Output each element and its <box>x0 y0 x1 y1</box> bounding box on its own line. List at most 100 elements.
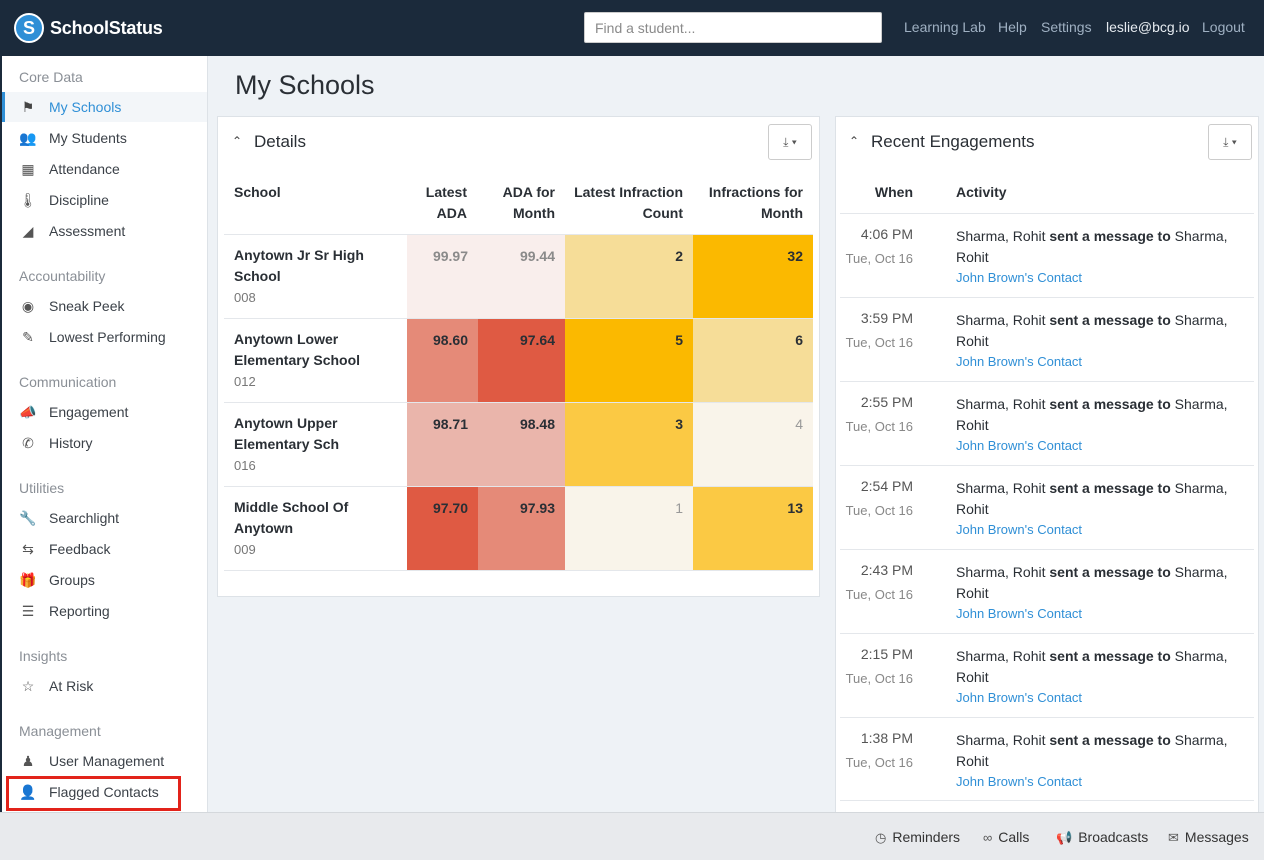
cell-latest-infraction: 1 <box>565 487 693 570</box>
collapse-details-icon[interactable]: ⌃ <box>232 134 243 148</box>
wrench-icon: 🔧 <box>19 509 37 526</box>
col-header-school[interactable]: School <box>234 184 281 200</box>
sidebar-item-history[interactable]: ✆ History <box>2 428 207 458</box>
sidebar-item-label: Assessment <box>49 223 126 239</box>
user-x-icon: 👤 <box>19 783 37 800</box>
clock-icon: ◷ <box>875 830 887 845</box>
school-name[interactable]: Anytown Upper Elementary Sch <box>234 415 340 452</box>
sidebar-item-my-schools[interactable]: ⚑ My Schools <box>2 92 207 122</box>
col-header-ada-month[interactable]: ADA for Month <box>478 182 555 224</box>
broadcasts-button[interactable]: 📢 Broadcasts <box>1056 829 1148 846</box>
details-download-button[interactable]: ⤓ ▾ <box>768 124 812 160</box>
sidebar-item-assessment[interactable]: ◢ Assessment <box>2 216 207 246</box>
cell-latest-ada: 99.97 <box>407 235 478 319</box>
engagement-activity: Sharma, Rohit sent a message to Sharma, … <box>956 730 1236 772</box>
action: sent a message to <box>1049 480 1171 496</box>
sidebar-item-label: My Students <box>49 130 127 146</box>
thermometer-icon: 🌡 <box>19 191 37 208</box>
engagement-time: 3:59 PM <box>860 310 913 326</box>
sidebar-item-discipline[interactable]: 🌡 Discipline <box>2 185 207 215</box>
cell-latest-ada: 97.70 <box>407 487 478 570</box>
engagements-panel <box>835 116 1259 812</box>
contact-link[interactable]: John Brown's Contact <box>956 774 1083 789</box>
section-management: Management <box>19 723 101 739</box>
engagement-date: Tue, Oct 16 <box>845 587 913 602</box>
collapse-engagements-icon[interactable]: ⌃ <box>849 134 860 148</box>
sidebar-item-label: Flagged Contacts <box>49 784 159 800</box>
contact-link[interactable]: John Brown's Contact <box>956 690 1083 705</box>
cell-ada-month: 97.64 <box>478 319 565 403</box>
contact-link[interactable]: John Brown's Contact <box>956 522 1083 537</box>
contact-link[interactable]: John Brown's Contact <box>956 438 1083 453</box>
sidebar-item-lowest-performing[interactable]: ✎ Lowest Performing <box>2 322 207 352</box>
cell-latest-infraction: 5 <box>565 319 693 403</box>
pencil-icon: ✎ <box>22 328 34 345</box>
sidebar-item-user-management[interactable]: ♟ User Management <box>2 746 207 776</box>
header-line: Latest Infraction <box>574 184 683 200</box>
row-divider <box>224 318 813 319</box>
sidebar-item-my-students[interactable]: 👥 My Students <box>2 123 207 153</box>
sidebar-item-reporting[interactable]: ☰ Reporting <box>2 596 207 626</box>
sidebar-item-attendance[interactable]: ▦ Attendance <box>2 154 207 184</box>
engagement-row: 1:38 PM Tue, Oct 16 Sharma, Rohit sent a… <box>840 717 1254 801</box>
calls-button[interactable]: ∞ Calls <box>983 829 1029 845</box>
sidebar-item-feedback[interactable]: ⇆ Feedback <box>2 534 207 564</box>
school-name[interactable]: Anytown Lower Elementary School <box>234 331 361 368</box>
contact-link[interactable]: John Brown's Contact <box>956 606 1083 621</box>
sidebar-item-searchlight[interactable]: 🔧 Searchlight <box>2 503 207 533</box>
header-line: Month <box>513 205 555 221</box>
contact-link[interactable]: John Brown's Contact <box>956 354 1083 369</box>
col-header-latest-infraction[interactable]: Latest Infraction Count <box>565 182 683 224</box>
nav-settings[interactable]: Settings <box>1041 19 1092 35</box>
col-header-latest-ada[interactable]: Latest ADA <box>407 182 467 224</box>
person-icon: ♟ <box>21 752 35 769</box>
school-name[interactable]: Middle School Of Anytown <box>234 499 349 536</box>
list-icon: ☰ <box>21 602 35 619</box>
nav-logout[interactable]: Logout <box>1202 19 1245 35</box>
sidebar-item-sneak-peek[interactable]: ◉ Sneak Peek <box>2 291 207 321</box>
sender: Sharma, Rohit <box>956 480 1046 496</box>
engagement-row: 2:15 PM Tue, Oct 16 Sharma, Rohit sent a… <box>840 633 1254 717</box>
engagement-time: 4:06 PM <box>860 226 913 242</box>
app-name: SchoolStatus <box>50 17 163 38</box>
download-icon: ⤓ ▾ <box>783 134 797 149</box>
gift-icon: 🎁 <box>19 571 37 588</box>
sidebar-item-label: Discipline <box>49 192 109 208</box>
contact-link[interactable]: John Brown's Contact <box>956 270 1083 285</box>
action: sent a message to <box>1049 564 1171 580</box>
sidebar-item-label: Sneak Peek <box>49 298 125 314</box>
section-communication: Communication <box>19 374 117 390</box>
reminders-button[interactable]: ◷ Reminders <box>875 829 960 846</box>
risk-icon: ☆ <box>21 677 35 694</box>
recipient: Sharma, Rohit <box>956 228 1228 265</box>
students-icon: 👥 <box>19 129 37 146</box>
top-navbar: S SchoolStatus Learning Lab Help Setting… <box>0 0 1264 56</box>
recipient: Sharma, Rohit <box>956 312 1228 349</box>
action: sent a message to <box>1049 396 1171 412</box>
flagged-contacts-highlight <box>6 776 181 811</box>
sidebar-item-label: Lowest Performing <box>49 329 166 345</box>
col-header-infractions-month[interactable]: Infractions for Month <box>693 182 803 224</box>
sidebar-item-at-risk[interactable]: ☆ At Risk <box>2 671 207 701</box>
engagement-row: 3:59 PM Tue, Oct 16 Sharma, Rohit sent a… <box>840 297 1254 381</box>
cell-latest-ada: 98.71 <box>407 403 478 487</box>
sidebar-item-groups[interactable]: 🎁 Groups <box>2 565 207 595</box>
messages-button[interactable]: ✉ Messages <box>1168 829 1249 846</box>
engagements-download-button[interactable]: ⤓ ▾ <box>1208 124 1252 160</box>
sidebar-item-flagged-contacts[interactable]: 👤 Flagged Contacts <box>2 777 207 807</box>
nav-user-account[interactable]: leslie@bcg.io <box>1106 19 1190 35</box>
sidebar-item-label: Searchlight <box>49 510 120 526</box>
eye-icon: ◉ <box>21 297 35 314</box>
page-title: My Schools <box>235 70 375 100</box>
voicemail-icon: ∞ <box>983 830 993 845</box>
row-divider <box>224 402 813 403</box>
nav-help[interactable]: Help <box>998 19 1027 35</box>
header-line: Latest <box>425 184 467 200</box>
student-search-input[interactable] <box>584 12 882 43</box>
school-name[interactable]: Anytown Jr Sr High School <box>234 247 364 284</box>
cell-infractions-month: 6 <box>693 319 813 403</box>
recipient: Sharma, Rohit <box>956 480 1228 517</box>
app-logo[interactable]: S SchoolStatus <box>14 13 163 43</box>
nav-learning-lab[interactable]: Learning Lab <box>904 19 986 35</box>
sidebar-item-engagement[interactable]: 📣 Engagement <box>2 397 207 427</box>
